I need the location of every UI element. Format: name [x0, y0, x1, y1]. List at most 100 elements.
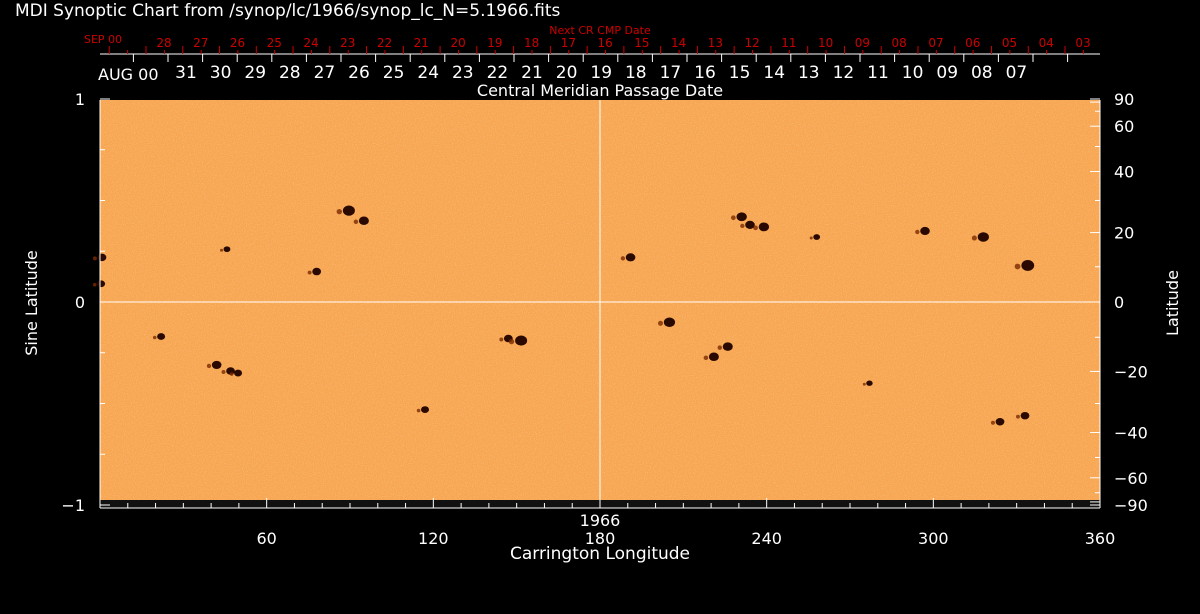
lat-tick-label: −20	[1114, 362, 1148, 381]
top-axis-label: Central Meridian Passage Date	[477, 81, 723, 100]
lat-tick-label: −40	[1114, 423, 1148, 442]
x-tick-label: 360	[1085, 529, 1116, 548]
next-cr-label: Next CR CMP Date	[549, 24, 651, 37]
sunspot	[977, 232, 989, 242]
cmp-date-label: 16	[694, 63, 716, 83]
lat-tick-label: −60	[1114, 469, 1148, 488]
sunspot-fragment	[657, 320, 664, 326]
next-cr-date-label: 26	[230, 36, 245, 50]
next-cr-date-label: 03	[1075, 36, 1090, 50]
sunspot-fragment	[740, 223, 745, 229]
sunspot	[223, 246, 231, 253]
sunspot	[97, 280, 106, 288]
y-tick-label: 0	[75, 293, 85, 312]
sunspot-fragment	[219, 248, 224, 252]
next-cr-date-label: 18	[524, 36, 539, 50]
next-cr-month-label: SEP 00	[84, 33, 122, 46]
next-cr-date-label: 15	[634, 36, 649, 50]
cmp-date-label: 26	[348, 63, 370, 83]
sunspot-fragment	[915, 229, 920, 235]
sunspot	[342, 205, 355, 216]
cmp-date-label: 20	[556, 63, 578, 83]
cmp-date-label: 15	[729, 63, 751, 83]
sunspot-fragment	[731, 215, 736, 221]
sunspot	[157, 333, 166, 340]
sunspot-fragment	[336, 208, 342, 215]
cmp-date-label: 28	[279, 63, 301, 83]
sunspot	[234, 369, 243, 377]
sunspot-fragment	[971, 235, 977, 241]
next-cr-date-label: 07	[928, 36, 943, 50]
next-cr-date-label: 16	[597, 36, 612, 50]
sunspot-fragment	[717, 345, 723, 350]
next-cr-date-label: 12	[745, 36, 760, 50]
sunspot	[421, 406, 429, 413]
cmp-date-label: 17	[660, 63, 682, 83]
sunspots	[92, 205, 1035, 426]
sunspot-fragment	[990, 420, 995, 425]
sunspot-fragment	[499, 337, 504, 342]
cmp-date-label: 23	[452, 63, 474, 83]
lat-tick-label: 60	[1114, 117, 1134, 136]
next-cr-date-label: 20	[450, 36, 465, 50]
next-cr-date-label: 06	[965, 36, 980, 50]
cmp-month-label: AUG 00	[98, 65, 159, 84]
next-cr-date-label: 10	[818, 36, 833, 50]
sunspot	[1021, 260, 1035, 271]
next-cr-date-label: 24	[303, 36, 318, 50]
next-cr-date-label: 28	[156, 36, 171, 50]
cmp-date-label: 31	[175, 63, 197, 83]
sunspot	[663, 317, 676, 328]
sunspot	[866, 380, 873, 386]
sunspot	[97, 253, 107, 262]
sunspot	[358, 216, 369, 226]
next-cr-date-label: 17	[561, 36, 576, 50]
sunspot	[312, 267, 322, 276]
sunspot-fragment	[703, 355, 709, 361]
sunspot	[745, 220, 755, 229]
next-cr-date-label: 08	[892, 36, 907, 50]
cmp-date-label: 11	[867, 63, 889, 83]
x-tick-label: 120	[418, 529, 449, 548]
sunspot-fragment	[307, 270, 312, 275]
y-axis-right-label: Latitude	[1163, 270, 1182, 336]
sunspot	[722, 342, 733, 351]
sunspot	[813, 234, 821, 240]
sunspot-fragment	[1015, 414, 1020, 419]
sunspot	[736, 212, 747, 222]
sunspot	[995, 418, 1005, 426]
tick-marks	[99, 46, 1101, 508]
sunspot-fragment	[353, 219, 359, 225]
next-cr-date-label: 11	[781, 36, 796, 50]
next-cr-date-label: 13	[708, 36, 723, 50]
next-cr-date-label: 09	[855, 36, 870, 50]
cmp-date-label: 10	[902, 63, 924, 83]
next-cr-date-label: 04	[1039, 36, 1054, 50]
sunspot	[211, 360, 222, 370]
cmp-date-label: 24	[417, 63, 439, 83]
sunspot-fragment	[620, 256, 626, 261]
sunspot-fragment	[206, 363, 212, 369]
sunspot-fragment	[508, 338, 515, 345]
next-cr-date-label: 27	[193, 36, 208, 50]
cmp-date-label: 25	[383, 63, 405, 83]
sunspot	[708, 352, 719, 362]
next-cr-date-label: 22	[377, 36, 392, 50]
cmp-date-label: 27	[314, 63, 336, 83]
cmp-date-label: 29	[244, 63, 266, 83]
next-cr-date-label: 05	[1002, 36, 1017, 50]
sunspot-fragment	[753, 225, 758, 231]
cmp-date-label: 30	[210, 63, 232, 83]
x-tick-label: 180	[585, 529, 616, 548]
cmp-date-label: 12	[833, 63, 855, 83]
sunspot-fragment	[862, 382, 866, 386]
sunspot-fragment	[152, 335, 157, 340]
sunspot-fragment	[229, 372, 234, 376]
x-tick-label: 60	[256, 529, 276, 548]
cmp-date-label: 21	[521, 63, 543, 83]
sunspot-fragment	[809, 236, 813, 240]
cmp-date-label: 13	[798, 63, 820, 83]
next-cr-date-label: 23	[340, 36, 355, 50]
sunspot-fragment	[92, 256, 97, 261]
